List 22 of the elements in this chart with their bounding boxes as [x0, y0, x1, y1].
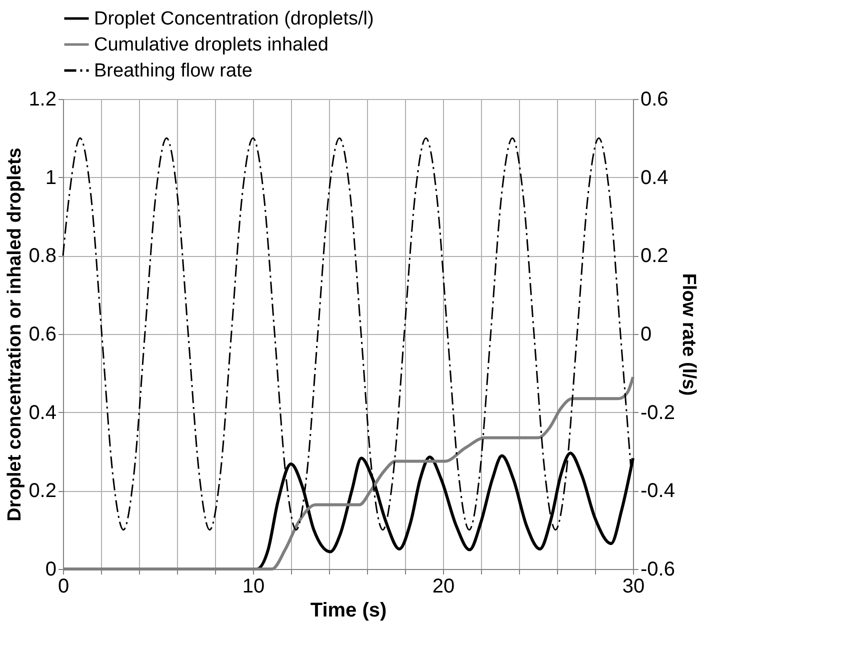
y-axis-title: Droplet concentration or inhaled droplets	[4, 148, 26, 522]
y2-tick-label: 0.2	[640, 245, 668, 268]
y2-axis-title: Flow rate (l/s)	[678, 273, 699, 396]
y-tick-label: 0.4	[28, 402, 56, 424]
legend-label: Breathing flow rate	[94, 60, 252, 82]
y2-tick-label: 0	[640, 324, 652, 346]
y-tick-label: 0.2	[28, 480, 56, 502]
y2-tick-label: -0.4	[640, 480, 675, 502]
x-tick-label: 30	[622, 576, 645, 598]
legend-label: Droplet Concentration (droplets/l)	[94, 8, 374, 30]
y-tick-label: 0	[45, 558, 56, 580]
y-tick-label: 0.8	[28, 245, 56, 268]
x-tick-label: 10	[242, 576, 265, 598]
legend-label: Cumulative droplets inhaled	[94, 34, 328, 56]
y-tick-label: 0.6	[28, 324, 56, 346]
x-axis-title: Time (s)	[310, 600, 387, 622]
y2-tick-label: 0.6	[640, 88, 668, 110]
y2-tick-label: 0.4	[640, 166, 668, 189]
y2-tick-label: -0.2	[640, 402, 675, 424]
x-tick-label: 20	[432, 576, 455, 598]
y-tick-label: 1.2	[28, 88, 56, 110]
y-tick-label: 1	[45, 166, 56, 189]
